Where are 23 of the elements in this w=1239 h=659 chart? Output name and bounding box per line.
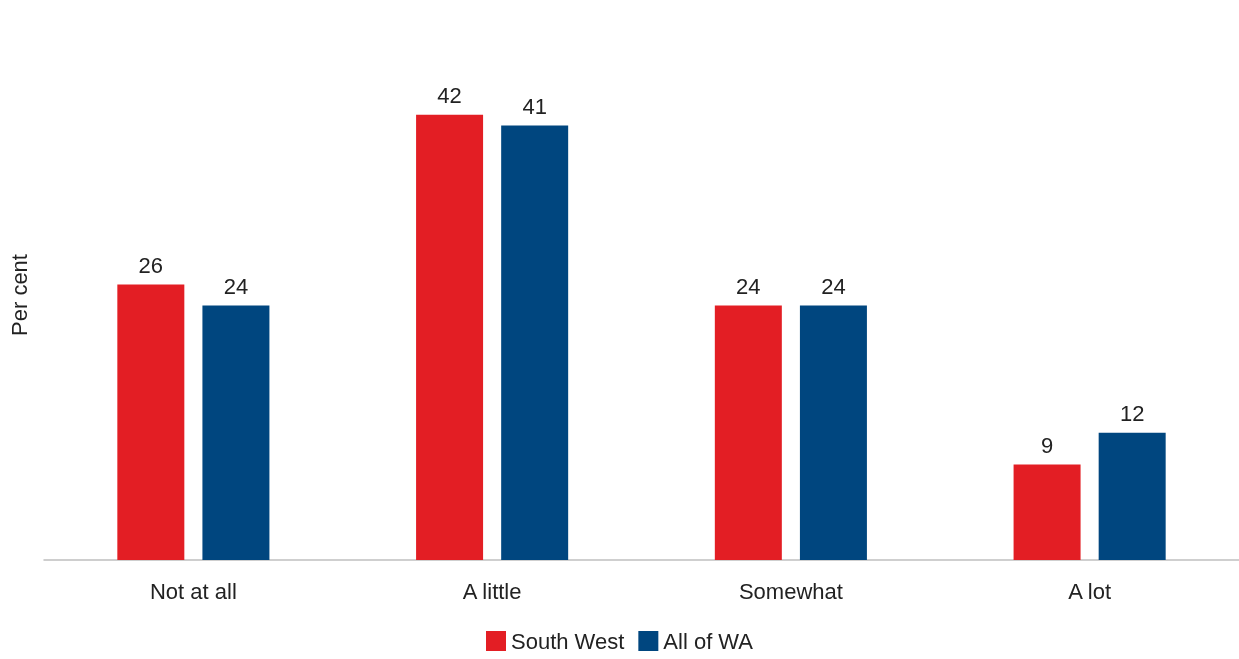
x-tick-label: Not at all	[149, 578, 237, 604]
bar	[117, 284, 185, 560]
x-tick-label: A little	[462, 578, 522, 604]
legend-label: All of WA	[663, 628, 754, 654]
data-label: 9	[1040, 433, 1054, 459]
bar	[501, 125, 569, 560]
x-tick-label: Somewhat	[738, 578, 843, 604]
bar	[416, 114, 484, 560]
data-label: 42	[437, 83, 462, 109]
data-label: 12	[1119, 401, 1145, 427]
data-label: 24	[736, 274, 761, 300]
y-axis-title: Per cent	[6, 254, 32, 336]
x-tick-label: A lot	[1068, 578, 1112, 604]
bar	[714, 305, 782, 560]
bar	[799, 305, 867, 560]
bar	[1098, 432, 1166, 560]
bar	[202, 305, 270, 560]
data-label: 26	[138, 252, 164, 278]
bar	[1013, 464, 1081, 560]
data-label: 41	[522, 93, 547, 119]
data-label: 24	[223, 274, 249, 300]
legend-label: South West	[511, 628, 625, 654]
data-label: 24	[821, 274, 846, 300]
